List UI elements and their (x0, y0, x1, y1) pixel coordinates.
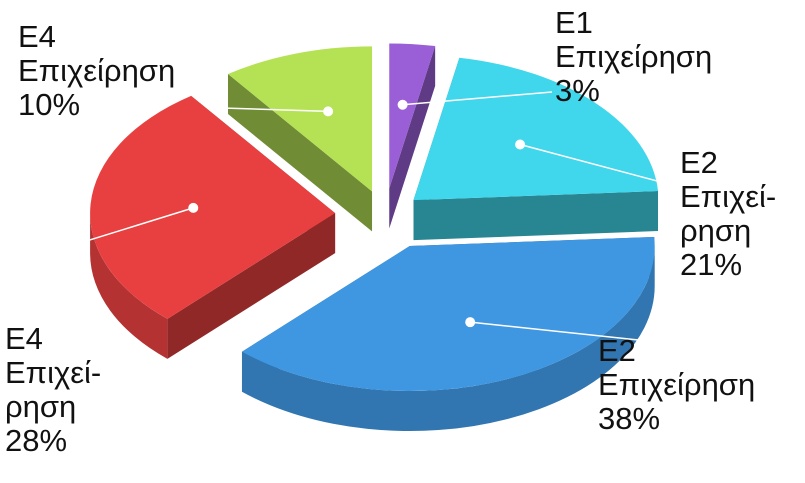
leader-line-4 (221, 107, 329, 113)
pie-slice-3 (90, 95, 336, 319)
leader-line-3 (37, 207, 194, 257)
pie-slice-4 (228, 46, 373, 192)
leader-line-1 (519, 143, 677, 187)
slice-label-e2-large: E2 Επιχείρηση 38% (598, 333, 756, 436)
pie-slice-3-rim-0 (90, 213, 168, 359)
pie-slice-2-rim-0 (241, 246, 655, 432)
pie-slice-4-wall-start (228, 74, 373, 232)
leader-lines (37, 91, 677, 342)
pie-slice-3-wall-start (167, 213, 336, 359)
slice-label-e2-small: E2 Επιχεί- ρηση 21% (680, 145, 777, 282)
leader-dot-2 (465, 317, 476, 328)
leader-line-2 (470, 321, 649, 342)
pie-slice-2 (241, 236, 655, 392)
leader-line-0 (402, 91, 553, 106)
pie-slice-0 (389, 43, 436, 189)
leader-dot-4 (323, 106, 334, 117)
leader-dot-3 (188, 202, 199, 213)
slice-label-e4-small: E4 Επιχείρηση 10% (18, 19, 176, 122)
pie-slice-0-wall-end (389, 46, 436, 229)
slice-label-e1: E1 Επιχείρηση 3% (555, 5, 713, 108)
leader-dot-0 (397, 99, 408, 110)
leader-dot-1 (515, 139, 526, 150)
slice-label-e4-large: E4 Επιχεί- ρηση 28% (5, 321, 102, 458)
pie-slice-1-wall-end (413, 191, 659, 241)
